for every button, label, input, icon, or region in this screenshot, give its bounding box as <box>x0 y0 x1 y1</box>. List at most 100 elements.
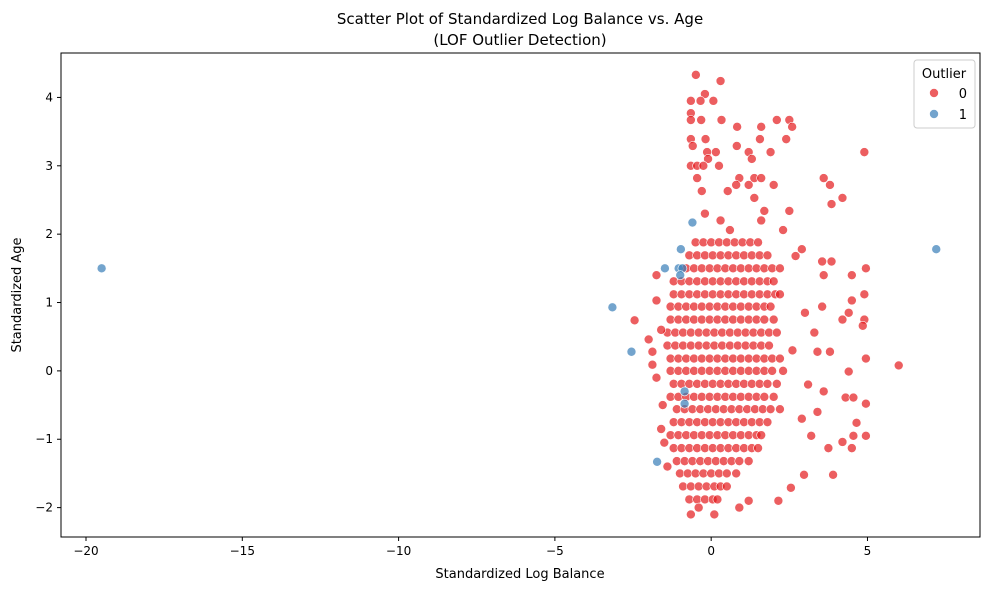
point-outlier-0 <box>847 295 857 306</box>
point-outlier-0 <box>743 495 754 506</box>
y-axis-label: Standardized Age <box>10 237 25 352</box>
point-outlier-0 <box>818 270 829 280</box>
point-outlier-0 <box>698 160 709 171</box>
point-outlier-1 <box>96 263 107 274</box>
point-outlier-0 <box>731 180 741 190</box>
point-outlier-0 <box>859 289 870 300</box>
point-outlier-0 <box>768 180 779 190</box>
y-tick-label: 3 <box>45 159 53 173</box>
x-tick-label: 5 <box>864 544 872 558</box>
y-tick-label: 0 <box>45 364 53 378</box>
y-tick-label: 1 <box>45 296 53 310</box>
y-tick-label: −2 <box>35 501 53 515</box>
point-outlier-0 <box>857 320 868 331</box>
point-outlier-0 <box>734 502 745 513</box>
x-tick-label: −5 <box>546 544 564 558</box>
legend-title: Outlier <box>922 67 967 82</box>
point-outlier-0 <box>759 314 770 325</box>
point-outlier-1 <box>931 244 942 254</box>
point-outlier-0 <box>861 398 871 409</box>
point-outlier-0 <box>656 424 666 434</box>
point-outlier-0 <box>708 96 719 106</box>
point-outlier-0 <box>818 173 829 183</box>
point-outlier-0 <box>711 147 721 157</box>
point-outlier-1 <box>679 386 690 397</box>
point-outlier-0 <box>764 340 774 351</box>
point-outlier-1 <box>679 398 690 409</box>
point-outlier-0 <box>843 307 854 318</box>
point-outlier-0 <box>837 437 848 447</box>
point-outlier-0 <box>686 509 696 520</box>
point-outlier-0 <box>775 289 785 300</box>
point-outlier-0 <box>837 314 848 325</box>
point-outlier-0 <box>732 122 742 132</box>
x-tick-label: −10 <box>386 544 411 558</box>
point-outlier-0 <box>848 431 859 441</box>
point-outlier-0 <box>687 141 698 151</box>
point-outlier-0 <box>847 443 857 453</box>
point-outlier-0 <box>700 89 710 99</box>
point-outlier-0 <box>743 456 754 466</box>
point-outlier-1 <box>675 270 686 280</box>
point-outlier-0 <box>765 404 776 414</box>
point-outlier-0 <box>765 301 776 312</box>
point-outlier-0 <box>734 456 745 466</box>
point-outlier-0 <box>686 115 696 125</box>
point-outlier-0 <box>765 147 776 157</box>
point-outlier-0 <box>643 334 654 345</box>
point-outlier-0 <box>768 276 779 287</box>
point-outlier-0 <box>756 122 766 132</box>
point-outlier-0 <box>651 372 662 383</box>
point-outlier-0 <box>725 225 735 235</box>
point-outlier-0 <box>809 327 820 338</box>
x-axis: −20 −15 −10 −5 0 5 <box>73 537 871 558</box>
point-outlier-0 <box>656 325 666 335</box>
point-outlier-0 <box>762 417 773 427</box>
point-outlier-0 <box>695 96 706 106</box>
point-outlier-0 <box>773 495 784 506</box>
point-outlier-1 <box>626 346 637 357</box>
plot-frame <box>60 52 981 538</box>
point-outlier-0 <box>691 70 701 80</box>
point-outlier-0 <box>861 431 871 441</box>
x-tick-label: −20 <box>73 544 98 558</box>
point-outlier-0 <box>848 392 859 403</box>
point-outlier-0 <box>696 115 706 125</box>
point-outlier-0 <box>716 115 727 125</box>
point-outlier-1 <box>660 263 670 274</box>
point-outlier-0 <box>781 134 791 144</box>
point-outlier-0 <box>629 315 640 326</box>
point-outlier-0 <box>787 345 798 356</box>
chart-subtitle: (LOF Outlier Detection) <box>433 31 606 49</box>
point-outlier-0 <box>775 263 785 274</box>
point-outlier-0 <box>731 468 741 479</box>
point-outlier-0 <box>778 225 788 235</box>
point-outlier-0 <box>657 400 668 410</box>
point-outlier-0 <box>722 186 733 196</box>
legend-marker-1 <box>929 109 939 119</box>
point-outlier-0 <box>784 206 795 216</box>
x-tick-label: 0 <box>707 544 715 558</box>
point-outlier-0 <box>812 407 823 417</box>
point-outlier-0 <box>753 443 763 453</box>
point-outlier-0 <box>847 270 857 280</box>
point-outlier-0 <box>756 173 766 183</box>
point-outlier-0 <box>709 509 720 520</box>
point-outlier-0 <box>753 237 763 248</box>
point-outlier-0 <box>861 263 871 274</box>
chart-title: Scatter Plot of Standardized Log Balance… <box>337 10 703 28</box>
point-outlier-0 <box>732 141 742 151</box>
point-outlier-0 <box>743 180 754 190</box>
y-tick-label: 4 <box>45 90 53 104</box>
point-outlier-0 <box>828 469 838 480</box>
point-outlier-0 <box>686 96 696 106</box>
points-layer <box>96 70 942 520</box>
point-outlier-0 <box>749 193 760 203</box>
point-outlier-0 <box>700 134 711 144</box>
point-outlier-0 <box>812 346 823 357</box>
point-outlier-0 <box>787 122 797 132</box>
legend-label-0: 0 <box>959 87 967 102</box>
point-outlier-0 <box>756 215 766 226</box>
point-outlier-0 <box>851 418 862 428</box>
